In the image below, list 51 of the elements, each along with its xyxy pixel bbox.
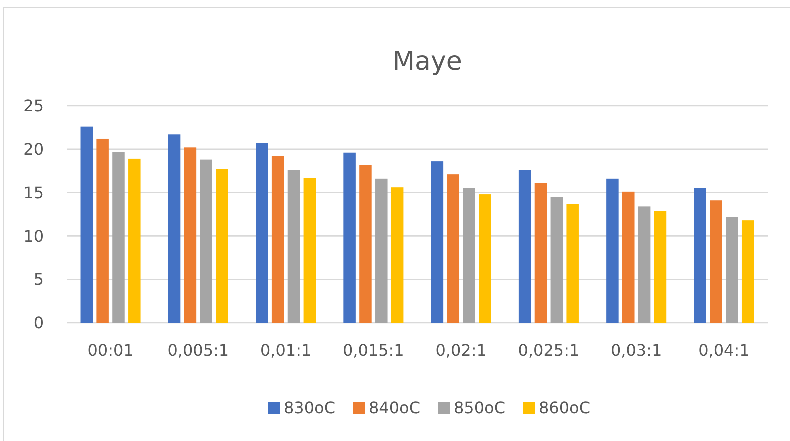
bar	[344, 152, 356, 323]
x-tick-label: 00:01	[88, 341, 134, 360]
bar	[376, 178, 388, 323]
bar	[447, 174, 460, 323]
bar	[638, 206, 651, 323]
x-tick-label: 0,01:1	[260, 341, 312, 360]
y-tick-label: 25	[24, 96, 44, 116]
bar	[391, 188, 404, 323]
legend-label: 830oC	[284, 398, 336, 418]
bar	[360, 165, 372, 323]
legend-label: 840oC	[369, 398, 420, 418]
x-tick-label: 0,02:1	[436, 341, 487, 360]
chart-title: Maye	[392, 47, 462, 77]
bar	[550, 197, 564, 323]
bar	[534, 183, 548, 323]
bar	[184, 148, 197, 323]
y-tick-label: 0	[34, 314, 44, 333]
bar	[694, 188, 706, 323]
bar	[128, 158, 141, 323]
x-tick-label: 0,04:1	[698, 341, 750, 360]
bar	[431, 162, 444, 323]
legend-label: 850oC	[454, 398, 506, 418]
bar	[272, 156, 284, 323]
y-tick-label: 10	[24, 226, 44, 246]
y-tick-label: 5	[34, 270, 44, 290]
bar	[96, 138, 109, 323]
y-tick-label: 20	[24, 140, 44, 159]
bar	[216, 169, 228, 323]
bar	[80, 126, 94, 323]
x-tick-label: 0,03:1	[610, 341, 662, 360]
bar	[566, 204, 579, 323]
bar	[463, 188, 476, 323]
bar	[710, 200, 722, 323]
bar	[622, 192, 635, 323]
legend-label: 860oC	[539, 398, 590, 418]
bar	[606, 178, 619, 323]
bar	[479, 194, 492, 323]
bar	[112, 152, 125, 323]
bar	[654, 211, 667, 323]
bar	[726, 217, 738, 323]
bar	[304, 178, 316, 323]
y-tick-label: 15	[24, 183, 44, 202]
x-tick-label: 0,025:1	[518, 341, 580, 360]
bar	[256, 143, 268, 323]
x-tick-label: 0,005:1	[168, 341, 230, 360]
bar	[742, 220, 754, 323]
bar	[168, 134, 181, 323]
bar	[200, 160, 212, 323]
bar	[288, 170, 300, 323]
x-tick-label: 0,015:1	[342, 341, 404, 360]
bar	[518, 170, 532, 323]
